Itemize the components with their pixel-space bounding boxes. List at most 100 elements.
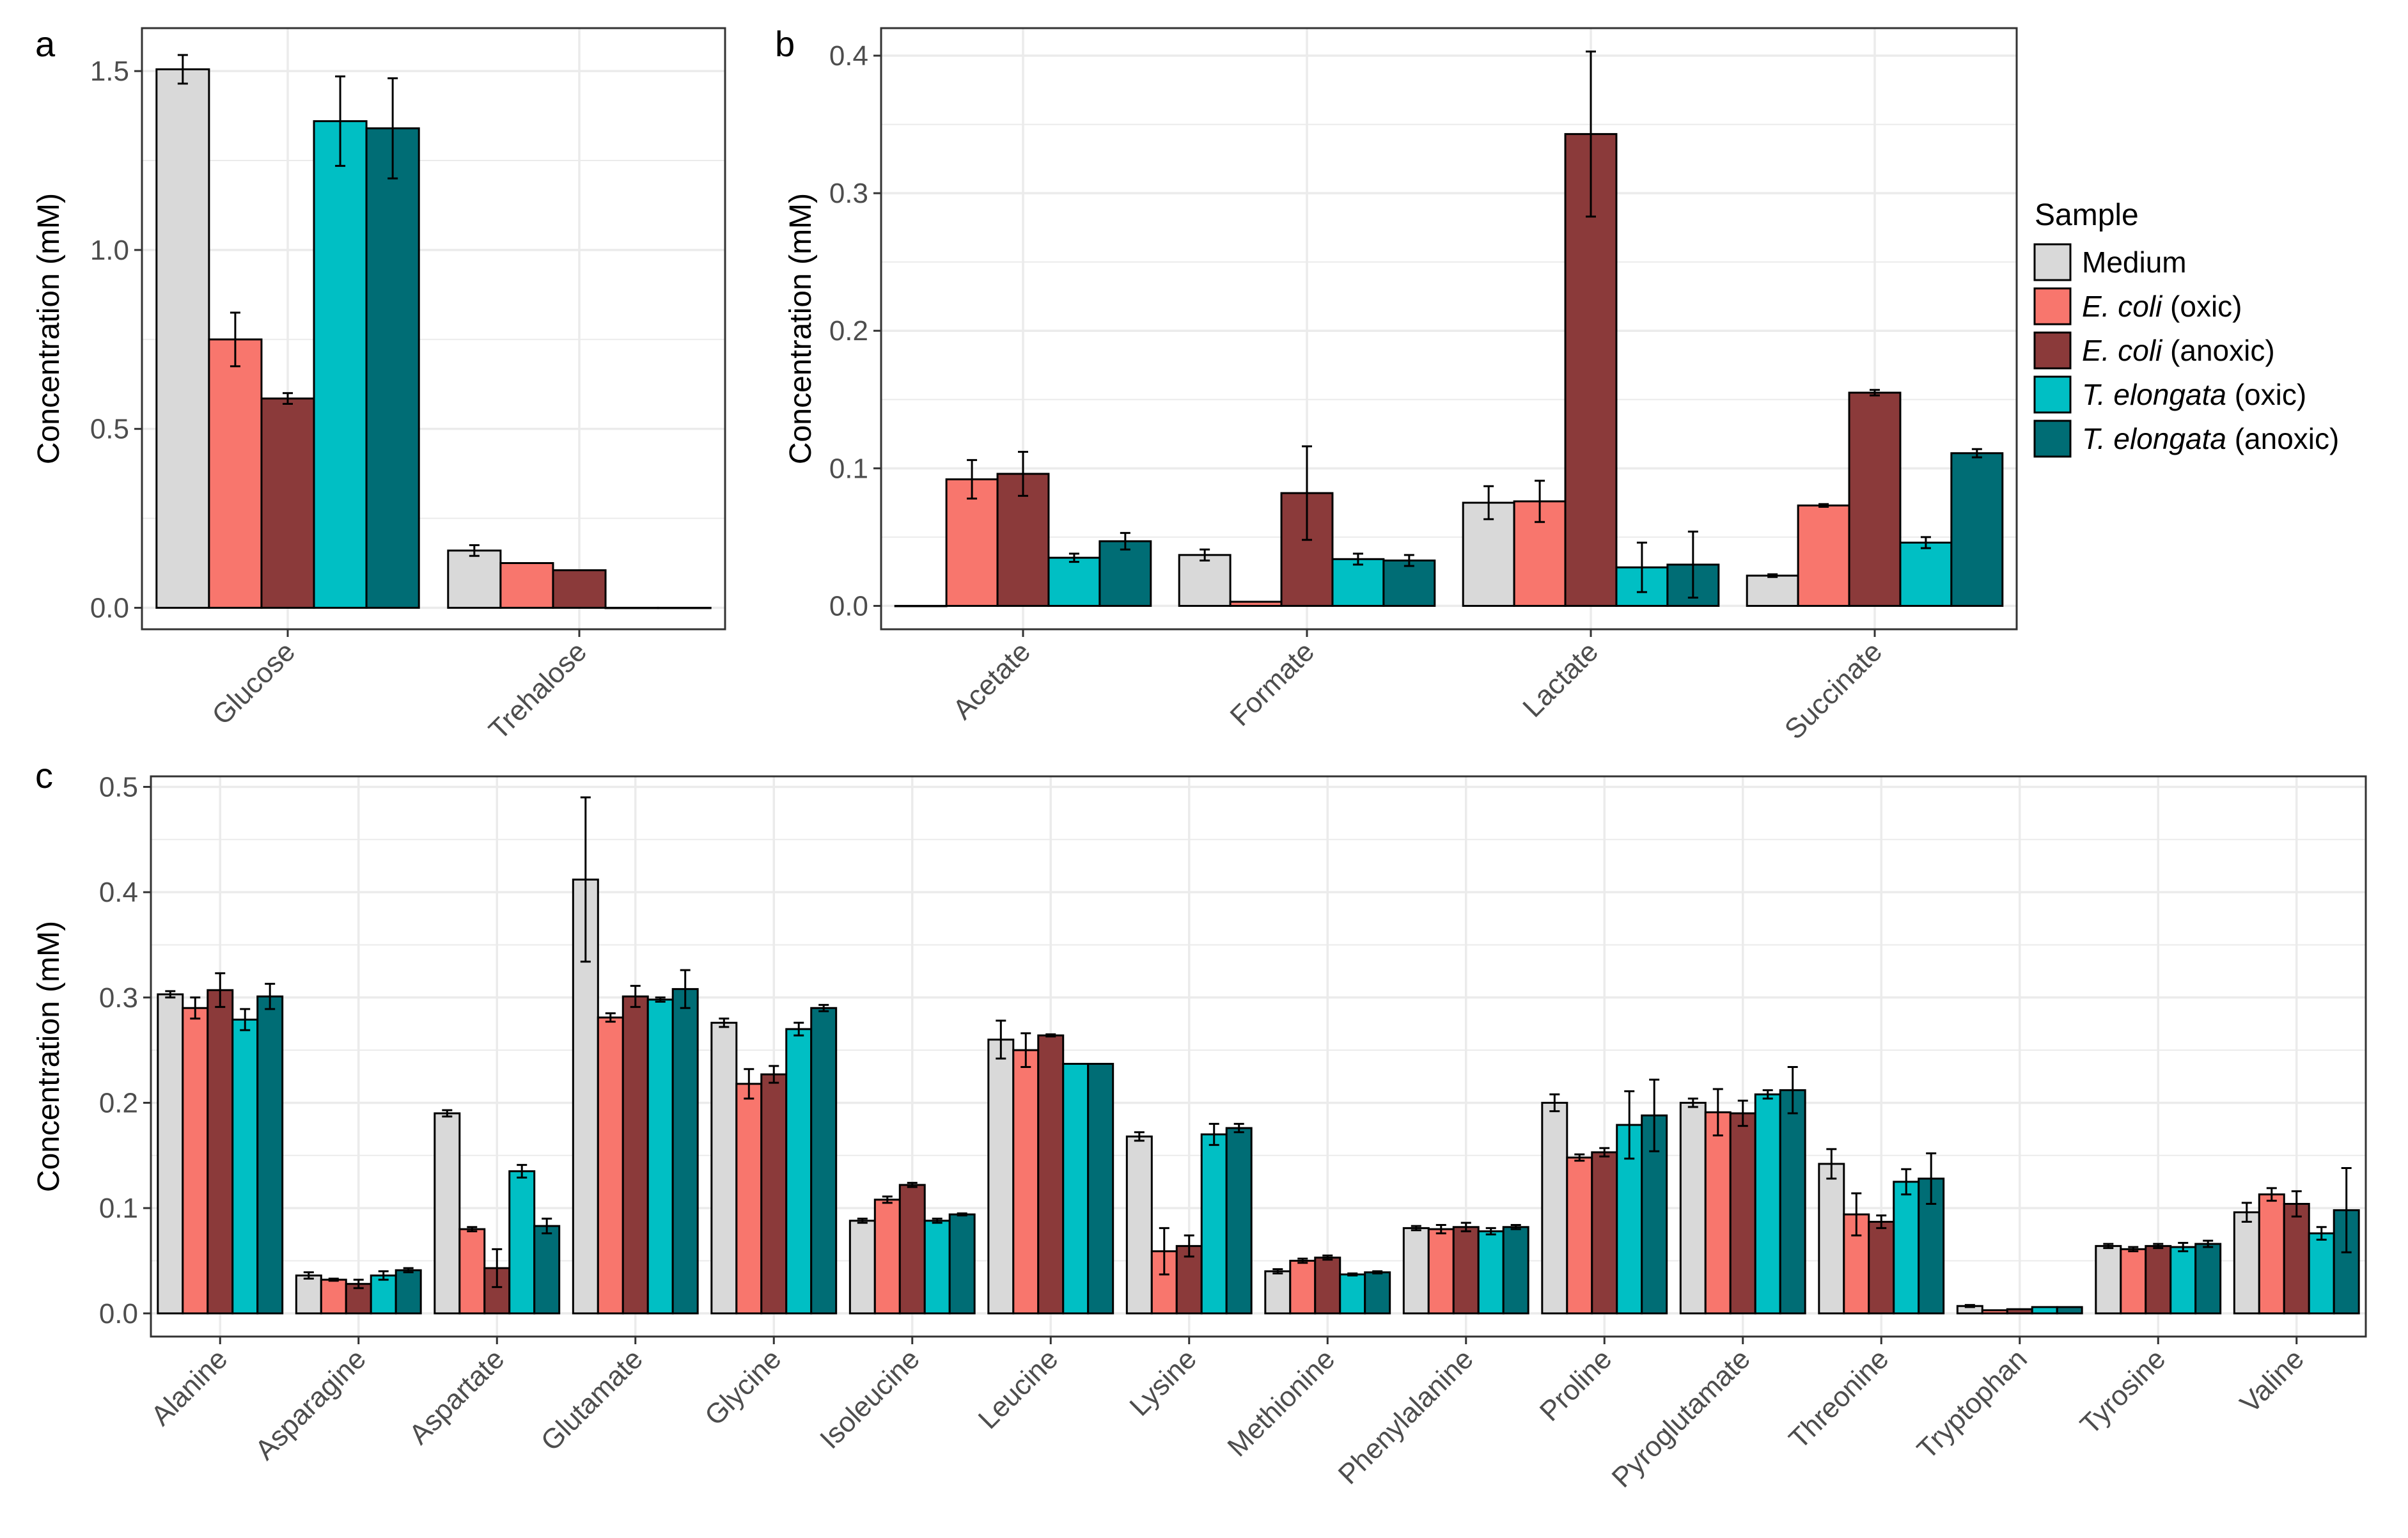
errorbar-asparagine-e-coli-anoxic [353,1278,364,1289]
legend-label-plain: (oxic) [2162,290,2242,323]
y-tick-label: 0.4 [99,877,138,908]
errorbar-valine-t-elongata-anoxic [2341,1167,2352,1253]
errorbar-lysine-medium [1134,1131,1145,1142]
bar-trehalose-e-coli-anoxic [552,569,607,609]
bar-isoleucine-t-elongata-anoxic [948,1213,976,1315]
x-tick-label-leucine: Leucine [973,1343,1065,1435]
x-tick-label-phenylalanine: Phenylalanine [1333,1343,1480,1490]
errorbar-glycine-e-coli-anoxic [769,1065,779,1084]
errorbar-glucose-e-coli-anoxic [283,392,293,405]
errorbar-glycine-t-elongata-anoxic [818,1003,829,1012]
bar-tryptophan-e-coli-oxic [1981,1309,2008,1315]
errorbar-proline-t-elongata-anoxic [1649,1078,1660,1152]
errorbar-valine-e-coli-anoxic [2291,1190,2302,1218]
errorbar-glutamate-t-elongata-oxic [655,996,666,1003]
x-tick-label-valine: Valine [2234,1343,2310,1419]
errorbar-formate-e-coli-anoxic [1302,445,1312,541]
bar-lysine-t-elongata-oxic [1200,1133,1228,1315]
bar-glycine-t-elongata-oxic [785,1028,813,1315]
bar-trehalose-medium [447,549,502,609]
errorbar-asparagine-t-elongata-oxic [378,1270,389,1281]
bar-glucose-t-elongata-oxic [313,120,368,609]
errorbar-glucose-t-elongata-oxic [335,75,346,167]
x-tick-label-proline: Proline [1534,1343,1618,1427]
panel-border [141,27,726,631]
errorbar-phenylalanine-t-elongata-oxic [1485,1227,1496,1236]
errorbar-succinate-t-elongata-oxic [1920,536,1931,549]
bar-glucose-t-elongata-anoxic [365,127,420,609]
bar-phenylalanine-medium [1402,1227,1430,1315]
bar-tyrosine-e-coli-anoxic [2145,1244,2172,1315]
bar-pyroglutamate-medium [1679,1101,1707,1315]
y-tick-label: 1.5 [90,56,129,87]
errorbar-isoleucine-t-elongata-anoxic [957,1212,967,1217]
errorbar-succinate-t-elongata-anoxic [1971,448,1982,459]
bar-glycine-t-elongata-anoxic [810,1007,838,1315]
bar-pyroglutamate-t-elongata-oxic [1754,1093,1781,1315]
errorbar-threonine-e-coli-oxic [1851,1192,1862,1237]
bar-pyroglutamate-e-coli-oxic [1704,1111,1732,1315]
y-tick-label: 0.0 [99,1298,138,1330]
bar-asparagine-t-elongata-oxic [370,1274,397,1315]
errorbar-alanine-medium [165,990,176,999]
bar-phenylalanine-e-coli-anoxic [1452,1226,1480,1315]
bar-tryptophan-t-elongata-anoxic [2056,1306,2083,1315]
bar-lysine-medium [1125,1135,1153,1315]
y-tick-label: 0.0 [90,592,129,624]
x-tick-label-tyrosine: Tyrosine [2074,1343,2171,1440]
errorbar-lysine-t-elongata-anoxic [1233,1122,1244,1134]
bar-proline-e-coli-oxic [1566,1156,1593,1315]
errorbar-pyroglutamate-t-elongata-oxic [1762,1089,1773,1100]
x-tick-label-succinate: Succinate [1779,636,1888,745]
bar-glutamate-e-coli-oxic [597,1016,624,1315]
bar-methionine-t-elongata-oxic [1339,1273,1366,1315]
legend-label-t-elongata-anoxic: T. elongata (anoxic) [2082,422,2339,455]
errorbar-lactate-t-elongata-anoxic [1687,530,1698,599]
errorbar-pyroglutamate-e-coli-oxic [1712,1088,1723,1136]
panel-b-chart: 0.0 0.1 0.2 0.3 0.4 Acetate Formate Lactate Succ… [784,27,2018,746]
errorbar-proline-t-elongata-oxic [1624,1090,1635,1160]
errorbar-glutamate-t-elongata-anoxic [680,969,691,1009]
errorbar-glutamate-medium [580,796,591,963]
legend-label-italic: T. elongata [2082,422,2226,455]
x-tick-label-lactate: Lactate [1517,636,1604,723]
bar-alanine-e-coli-oxic [182,1007,209,1315]
bar-acetate-t-elongata-oxic [1047,556,1101,607]
errorbar-methionine-e-coli-anoxic [1322,1254,1333,1261]
bar-methionine-e-coli-oxic [1289,1259,1317,1315]
errorbar-lysine-t-elongata-oxic [1208,1122,1219,1146]
bar-aspartate-t-elongata-anoxic [533,1225,561,1315]
errorbar-asparagine-t-elongata-anoxic [403,1267,414,1274]
bar-glucose-e-coli-anoxic [260,397,315,609]
errorbar-glucose-e-coli-oxic [230,311,240,368]
errorbar-isoleucine-e-coli-anoxic [907,1182,918,1188]
bar-leucine-e-coli-oxic [1012,1049,1040,1315]
legend-label-plain: Medium [2082,246,2187,279]
errorbar-pyroglutamate-medium [1687,1097,1698,1108]
errorbar-aspartate-medium [442,1109,453,1118]
legend-swatch-t-elongata-anoxic [2033,420,2072,458]
legend-swatch-t-elongata-oxic [2033,375,2072,414]
bar-tyrosine-medium [2095,1244,2122,1315]
errorbar-glutamate-e-coli-oxic [605,1012,616,1023]
bar-threonine-medium [1818,1163,1845,1315]
bar-leucine-e-coli-anoxic [1037,1034,1065,1315]
bar-phenylalanine-t-elongata-anoxic [1502,1226,1529,1315]
y-tick-label: 0.2 [99,1087,138,1118]
errorbar-leucine-medium [996,1019,1006,1060]
errorbar-formate-t-elongata-anoxic [1403,554,1414,567]
x-tick-label-threonine: Threonine [1783,1343,1895,1455]
errorbar-succinate-e-coli-anoxic [1870,389,1880,396]
bar-tyrosine-t-elongata-oxic [2170,1246,2197,1315]
bar-asparagine-e-coli-oxic [320,1278,347,1315]
bar-asparagine-medium [295,1274,322,1315]
legend-label-e-coli-anoxic: E. coli (anoxic) [2082,334,2275,367]
errorbar-formate-medium [1200,548,1210,561]
bar-formate-e-coli-oxic [1229,600,1283,607]
errorbar-threonine-medium [1826,1148,1837,1180]
errorbar-phenylalanine-e-coli-anoxic [1460,1221,1471,1232]
bar-succinate-e-coli-oxic [1797,504,1850,607]
errorbar-lactate-e-coli-oxic [1535,480,1545,523]
errorbar-alanine-t-elongata-anoxic [265,982,276,1010]
